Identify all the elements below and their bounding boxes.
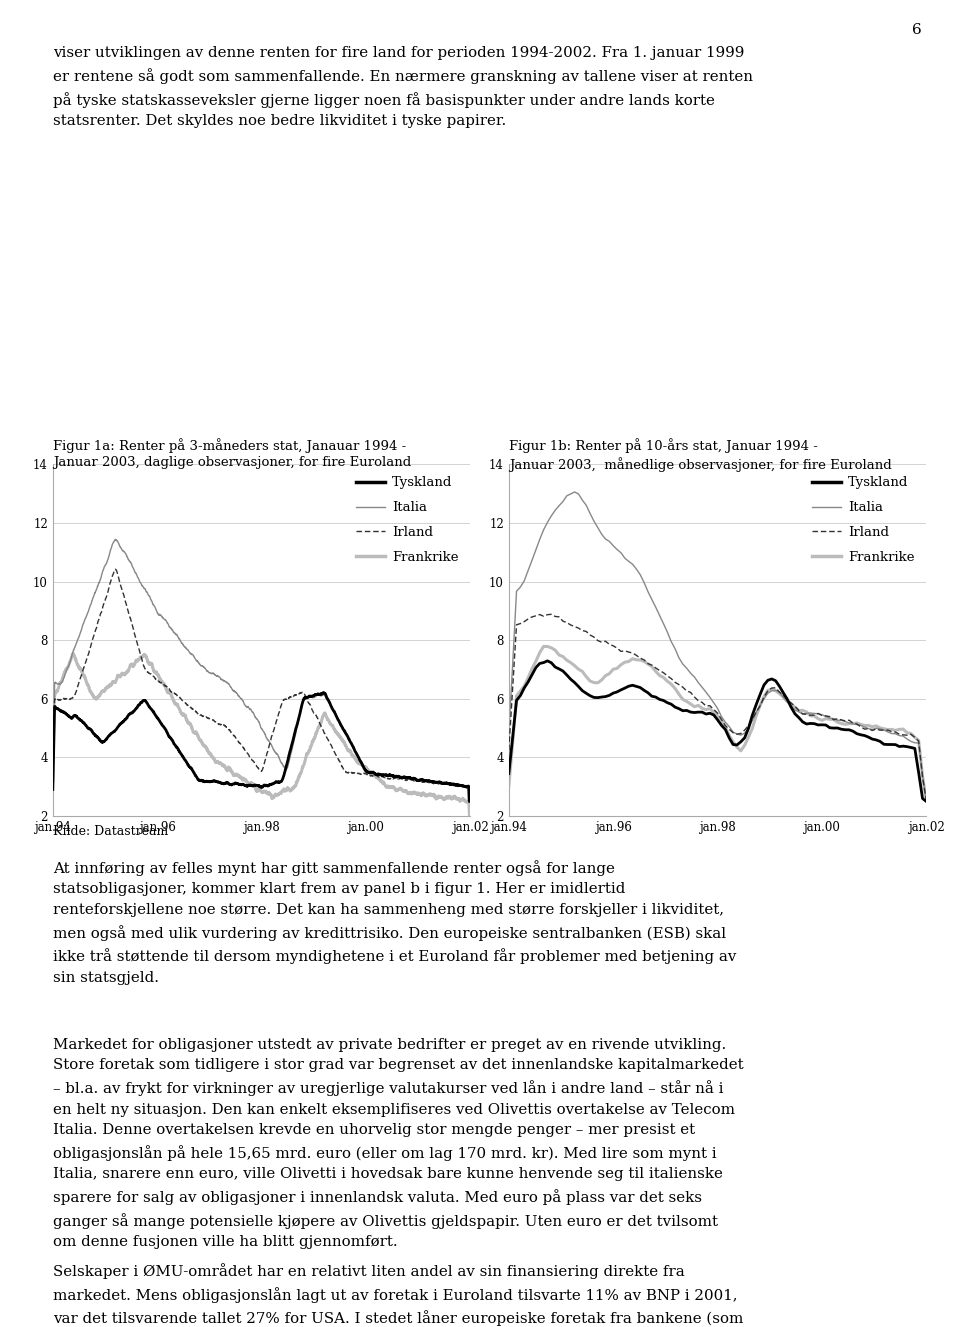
Text: Markedet for obligasjoner utstedt av private bedrifter er preget av en rivende u: Markedet for obligasjoner utstedt av pri…: [53, 1038, 743, 1249]
Text: Figur 1b: Renter på 10-års stat, Januar 1994 -
Januar 2003,  månedlige observasj: Figur 1b: Renter på 10-års stat, Januar …: [509, 438, 892, 472]
Text: Selskaper i ØMU-området har en relativt liten andel av sin finansiering direkte : Selskaper i ØMU-området har en relativt …: [53, 1263, 743, 1327]
Text: At innføring av felles mynt har gitt sammenfallende renter også for lange
statso: At innføring av felles mynt har gitt sam…: [53, 860, 736, 985]
Legend: Tyskland, Italia, Irland, Frankrike: Tyskland, Italia, Irland, Frankrike: [807, 471, 920, 569]
Text: Kilde: Datastream: Kilde: Datastream: [53, 825, 168, 839]
Text: Figur 1a: Renter på 3-måneders stat, Janauar 1994 -
Januar 2003, daglige observa: Figur 1a: Renter på 3-måneders stat, Jan…: [53, 438, 411, 470]
Text: viser utviklingen av denne renten for fire land for perioden 1994-2002. Fra 1. j: viser utviklingen av denne renten for fi…: [53, 46, 753, 129]
Legend: Tyskland, Italia, Irland, Frankrike: Tyskland, Italia, Irland, Frankrike: [351, 471, 464, 569]
Text: 6: 6: [912, 23, 922, 37]
